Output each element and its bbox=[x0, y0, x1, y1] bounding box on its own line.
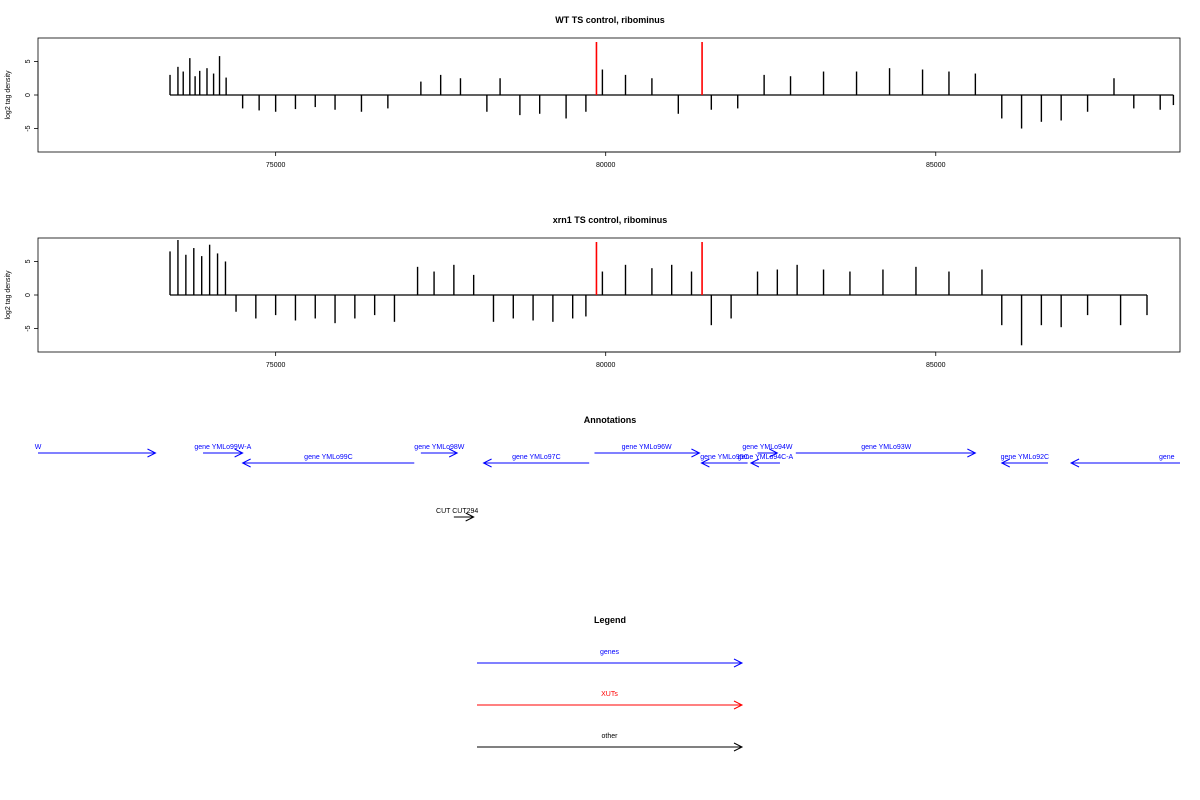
arrow-head bbox=[448, 448, 459, 458]
xrn1-panel-title: xrn1 TS control, ribominus bbox=[553, 215, 668, 225]
x-tick-label: 85000 bbox=[926, 162, 946, 169]
legend-label: genes bbox=[600, 649, 620, 656]
legend: Legend genes XUTs other bbox=[477, 615, 744, 752]
gene-label: gene YMLo98W bbox=[414, 444, 464, 451]
legend-label: other bbox=[602, 733, 619, 740]
gene-label: gene YMLo99C bbox=[304, 454, 353, 461]
arrow-head bbox=[1000, 458, 1010, 468]
x-tick-label: 75000 bbox=[266, 162, 286, 169]
xrn1-bars bbox=[169, 240, 1148, 346]
gene-label: gene YMLo94C-A bbox=[738, 454, 794, 461]
other-label: CUT CUT294 bbox=[436, 508, 478, 515]
arrow-head bbox=[733, 742, 744, 752]
arrow-head bbox=[465, 512, 475, 522]
y-tick-label: 5 bbox=[25, 59, 32, 63]
xrn1-y-axis-label: log2 tag density bbox=[5, 270, 12, 320]
x-tick-label: 80000 bbox=[596, 162, 616, 169]
y-tick-label: 0 bbox=[25, 93, 32, 97]
xrn1-axes: -5 0 5 75000 80000 85000 bbox=[25, 259, 946, 369]
wt-panel: WT TS control, ribominus log2 tag densit… bbox=[5, 15, 1181, 169]
arrow-head bbox=[700, 458, 710, 468]
gene-label: gene bbox=[1159, 454, 1175, 461]
gene-label: gene YMLo97C bbox=[512, 454, 561, 461]
gene-label: gene YMLo94W bbox=[742, 444, 792, 451]
gene-label: gene YMLo92C bbox=[1001, 454, 1050, 461]
gene-label: gene YMLo95C bbox=[700, 454, 749, 461]
arrow-head bbox=[749, 458, 760, 468]
y-tick-label: -5 bbox=[25, 125, 32, 131]
arrow-head bbox=[1069, 458, 1080, 468]
annotations-title: Annotations bbox=[584, 415, 637, 425]
arrow-head bbox=[733, 658, 744, 668]
arrow-head bbox=[234, 448, 244, 458]
arrow-head bbox=[691, 448, 701, 458]
arrow-head bbox=[241, 458, 251, 468]
y-tick-label: -5 bbox=[25, 325, 32, 331]
arrow-head bbox=[769, 448, 779, 458]
arrow-head bbox=[733, 700, 744, 710]
xrn1-panel: xrn1 TS control, ribominus log2 tag dens… bbox=[5, 215, 1181, 369]
legend-label: XUTs bbox=[601, 691, 618, 698]
gene-label: gene YMLo96W bbox=[622, 444, 672, 451]
x-tick-label: 80000 bbox=[596, 362, 616, 369]
x-tick-label: 75000 bbox=[266, 362, 286, 369]
y-tick-label: 5 bbox=[25, 259, 32, 263]
arrow-head bbox=[147, 448, 157, 458]
x-tick-label: 85000 bbox=[926, 362, 946, 369]
legend-title: Legend bbox=[594, 615, 626, 625]
gene-label: W bbox=[35, 444, 42, 451]
wt-bars bbox=[169, 42, 1175, 129]
wt-axes: -5 0 5 75000 80000 85000 bbox=[25, 59, 946, 169]
gene-label: gene YMLo93W bbox=[861, 444, 911, 451]
wt-y-axis-label: log2 tag density bbox=[5, 70, 12, 120]
arrow-head bbox=[967, 448, 977, 458]
arrow-head bbox=[482, 458, 492, 468]
gene-label: gene YMLo99W-A bbox=[194, 444, 251, 451]
wt-panel-title: WT TS control, ribominus bbox=[555, 15, 665, 25]
y-tick-label: 0 bbox=[25, 293, 32, 297]
legend-items: genes XUTs other bbox=[477, 649, 744, 752]
